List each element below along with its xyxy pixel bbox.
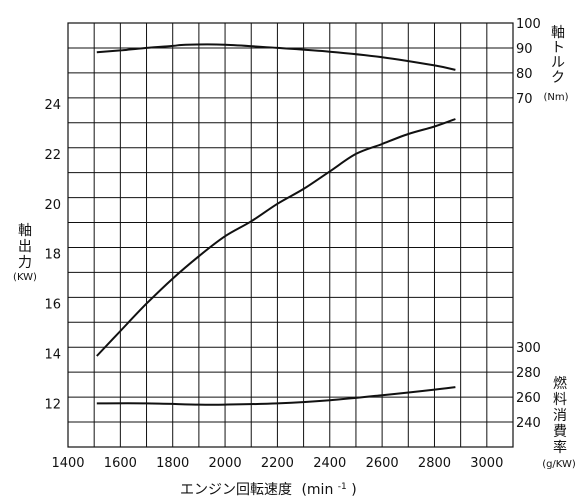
x-tick-label: 2200: [261, 456, 294, 471]
fuel-axis-label: 料: [553, 392, 567, 408]
fuel-tick-label: 280: [516, 366, 541, 381]
x-tick-label: 2000: [209, 456, 242, 471]
power-curve: [96, 118, 456, 357]
x-axis-title: エンジン回転速度: [180, 482, 292, 498]
torque-tick-label: 100: [516, 17, 541, 32]
torque-axis-label: ル: [551, 55, 565, 71]
fuel-axis-label: 消: [553, 408, 567, 424]
grid: [68, 23, 513, 447]
torque-axis-label: ト: [551, 40, 565, 56]
torque-axis-label: ク: [551, 70, 565, 86]
torque-axis-unit: (Nm): [543, 92, 568, 103]
fuel-axis-label: 率: [553, 439, 567, 456]
power-axis-label: 軸: [18, 223, 32, 239]
plot-frame: [67, 22, 514, 448]
left-tick-labels: 12 14 16 18 20 22 24: [44, 98, 61, 412]
fuel-axis-label: 燃: [553, 375, 567, 392]
torque-tick-label: 90: [516, 42, 533, 57]
power-tick-label: 14: [44, 347, 61, 362]
torque-axis-label: 軸: [551, 25, 565, 41]
power-axis-unit: (KW): [13, 272, 37, 283]
torque-tick-labels: 70 80 90 100: [516, 17, 541, 107]
x-tick-label: 1800: [156, 456, 189, 471]
torque-tick-label: 80: [516, 67, 533, 82]
x-axis-label: エンジン回転速度 (min -1 ): [180, 477, 357, 498]
power-tick-label: 18: [44, 248, 61, 263]
torque-tick-label: 70: [516, 92, 533, 107]
x-tick-label: 2800: [418, 456, 451, 471]
power-tick-label: 24: [44, 98, 61, 113]
x-axis-unit-exponent: -1: [338, 482, 347, 492]
x-tick-label: 3000: [470, 456, 503, 471]
torque-curve: [96, 43, 456, 71]
x-axis-unit-close: ): [351, 482, 356, 498]
power-tick-label: 16: [44, 298, 61, 313]
curves: [96, 43, 456, 406]
x-tick-label: 2400: [313, 456, 346, 471]
x-tick-labels: 1400 1600 1800 2000 2200 2400 2600 2800 3000: [51, 456, 503, 471]
power-axis-label: 出: [18, 239, 32, 255]
x-tick-label: 2600: [366, 456, 399, 471]
fuel-curve: [96, 386, 456, 406]
power-tick-label: 12: [44, 397, 61, 412]
x-tick-label: 1400: [51, 456, 84, 471]
fuel-axis-label: 費: [553, 424, 567, 440]
axis-labels: エンジン回転速度 (min -1 ) 軸出力(KW)軸トルク(Nm)燃料消費率(…: [13, 25, 576, 498]
power-tick-label: 22: [44, 148, 61, 163]
fuel-axis-unit: (g/KW): [542, 459, 576, 470]
fuel-tick-labels: 240 260 280 300: [516, 341, 541, 431]
fuel-tick-label: 300: [516, 341, 541, 356]
x-axis-unit: (min: [301, 482, 333, 498]
power-axis-label: 力: [18, 255, 32, 271]
x-tick-label: 1600: [104, 456, 137, 471]
fuel-tick-label: 260: [516, 391, 541, 406]
fuel-tick-label: 240: [516, 416, 541, 431]
power-tick-label: 20: [44, 198, 61, 213]
